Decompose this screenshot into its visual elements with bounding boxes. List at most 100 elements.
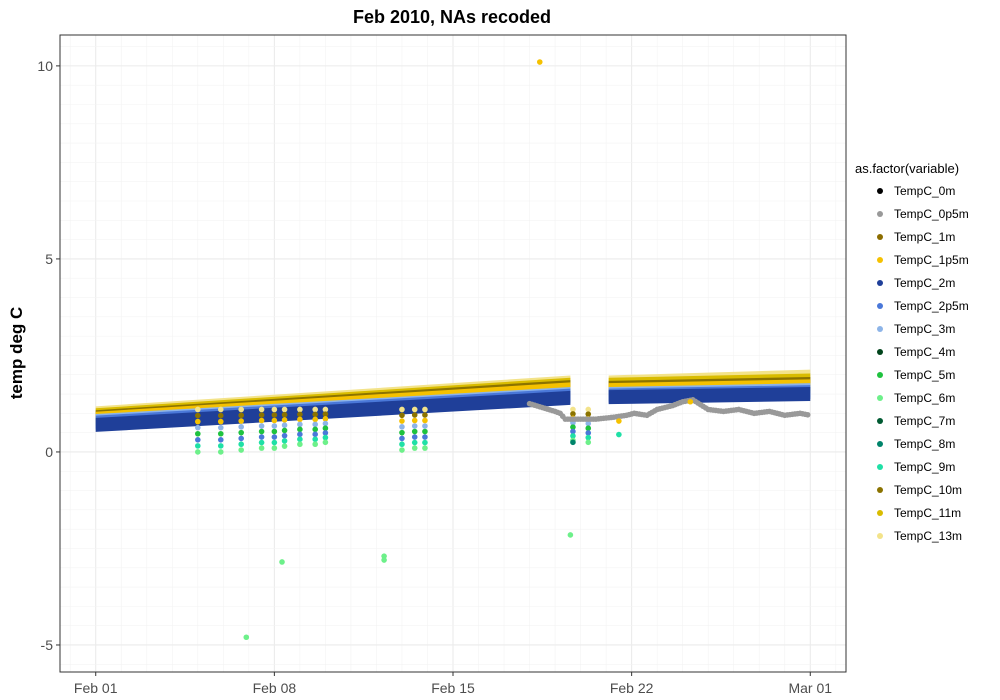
point-TempC_10m (570, 411, 576, 417)
point-TempC_13m (238, 406, 244, 413)
point-TempC_5m (422, 428, 428, 435)
y-tick-label: 10 (37, 58, 53, 74)
legend-label: TempC_2m (894, 276, 955, 290)
point-TempC_9m (411, 439, 418, 446)
point-TempC_5m (238, 429, 244, 436)
point-TempC_3m (322, 420, 329, 427)
legend-label: TempC_1p5m (894, 253, 969, 267)
point-TempC_5m (271, 428, 278, 435)
point-TempC_5m (399, 429, 405, 436)
point-TempC_10m (281, 411, 288, 418)
y-axis-label: temp deg C (7, 307, 26, 400)
point-TempC_5m (570, 424, 576, 430)
point-TempC_9m (399, 441, 405, 448)
point-TempC_6m (422, 445, 428, 451)
point-TempC_2p5m (238, 435, 244, 442)
band-TempC_2m (95, 390, 571, 432)
outlier-TempC_6m (279, 559, 285, 565)
legend-label: TempC_0p5m (894, 207, 969, 221)
point-TempC_3m (585, 420, 592, 427)
point-TempC_6m (312, 441, 318, 448)
point-TempC_1p5m (422, 417, 428, 424)
point-TempC_6m (411, 445, 418, 451)
point-TempC_2p5m (195, 437, 201, 443)
point-TempC_10m (312, 411, 318, 418)
point-TempC_3m (297, 421, 303, 428)
outlier-TempC_6m (381, 557, 387, 563)
point-TempC_13m (422, 406, 428, 413)
grid-layer (60, 35, 846, 672)
point-TempC_13m (411, 406, 418, 413)
legend-items: TempC_0m TempC_0p5m TempC_1m TempC_1p5m Temp… (877, 184, 969, 543)
point-TempC_1p5m (399, 418, 405, 424)
point-TempC_3m (312, 421, 318, 428)
point-TempC_2p5m (322, 430, 329, 436)
point-TempC_5m (322, 425, 329, 432)
point-TempC_9m (585, 434, 592, 441)
point-TempC_1p5m (322, 416, 329, 422)
point-TempC_5m (297, 426, 303, 433)
point-TempC_10m (195, 412, 201, 419)
point-TempC_3m (411, 423, 418, 429)
legend-label: TempC_7m (894, 414, 955, 428)
point-TempC_10m (411, 412, 418, 418)
point-TempC_6m (217, 449, 224, 455)
point-layer (195, 59, 811, 641)
x-tick-label: Feb 01 (74, 680, 118, 696)
legend-key-TempC_7m (877, 418, 883, 424)
legend-label: TempC_6m (894, 391, 955, 405)
legend-key-TempC_3m (877, 326, 883, 332)
point-TempC_10m (238, 412, 244, 419)
point-TempC_1p5m (258, 417, 265, 424)
point-TempC_5m (312, 426, 318, 433)
outlier-TempC_1p5m (687, 398, 694, 405)
point-TempC_2p5m (297, 431, 303, 438)
point-TempC_2p5m (399, 435, 405, 442)
legend-label: TempC_8m (894, 437, 955, 451)
legend-key-TempC_8m (877, 441, 883, 447)
legend-label: TempC_2p5m (894, 299, 969, 313)
legend-key-TempC_5m (877, 372, 883, 378)
legend-label: TempC_11m (894, 506, 961, 520)
point-TempC_13m (297, 406, 303, 413)
point-TempC_2p5m (585, 430, 592, 436)
band-TempC_2m (608, 387, 811, 405)
point-TempC_5m (258, 428, 265, 435)
point-TempC_3m (422, 423, 428, 429)
point-TempC_9m (217, 443, 224, 449)
point-TempC_9m (312, 436, 318, 443)
point-TempC_1p5m (217, 418, 224, 425)
point-TempC_2p5m (312, 431, 318, 438)
x-tick-label: Feb 22 (610, 680, 654, 696)
point-TempC_2p5m (411, 434, 418, 440)
point-TempC_5m (217, 430, 224, 437)
point-TempC_2p5m (281, 432, 288, 439)
outlier-TempC_1p5m (616, 418, 622, 424)
point-TempC_13m (195, 406, 201, 413)
legend-key-TempC_6m (877, 395, 883, 401)
y-tick-label: -5 (41, 637, 54, 653)
point-TempC_10m (422, 412, 428, 418)
point-TempC_1p5m (271, 417, 278, 424)
x-tick-label: Feb 08 (253, 680, 297, 696)
legend-key-TempC_13m (877, 533, 883, 539)
point-TempC_10m (271, 412, 278, 418)
point-TempC_3m (195, 424, 201, 431)
legend-label: TempC_5m (894, 368, 955, 382)
point-TempC_6m (322, 439, 329, 446)
point-TempC_6m (238, 447, 244, 453)
point-TempC_5m (281, 427, 288, 434)
legend-key-TempC_11m (877, 510, 883, 516)
point-TempC_3m (238, 424, 244, 430)
point-TempC_2p5m (422, 434, 428, 440)
point-TempC_13m (281, 406, 288, 413)
x-tick-label: Feb 15 (431, 680, 475, 696)
legend: as.factor(variable) TempC_0mTempC_0p5mTe… (855, 161, 969, 543)
point-TempC_10m (297, 411, 303, 418)
point-TempC_6m (585, 439, 592, 446)
legend-label: TempC_3m (894, 322, 955, 336)
legend-key-TempC_0m (877, 188, 883, 194)
point-TempC_3m (399, 424, 405, 430)
